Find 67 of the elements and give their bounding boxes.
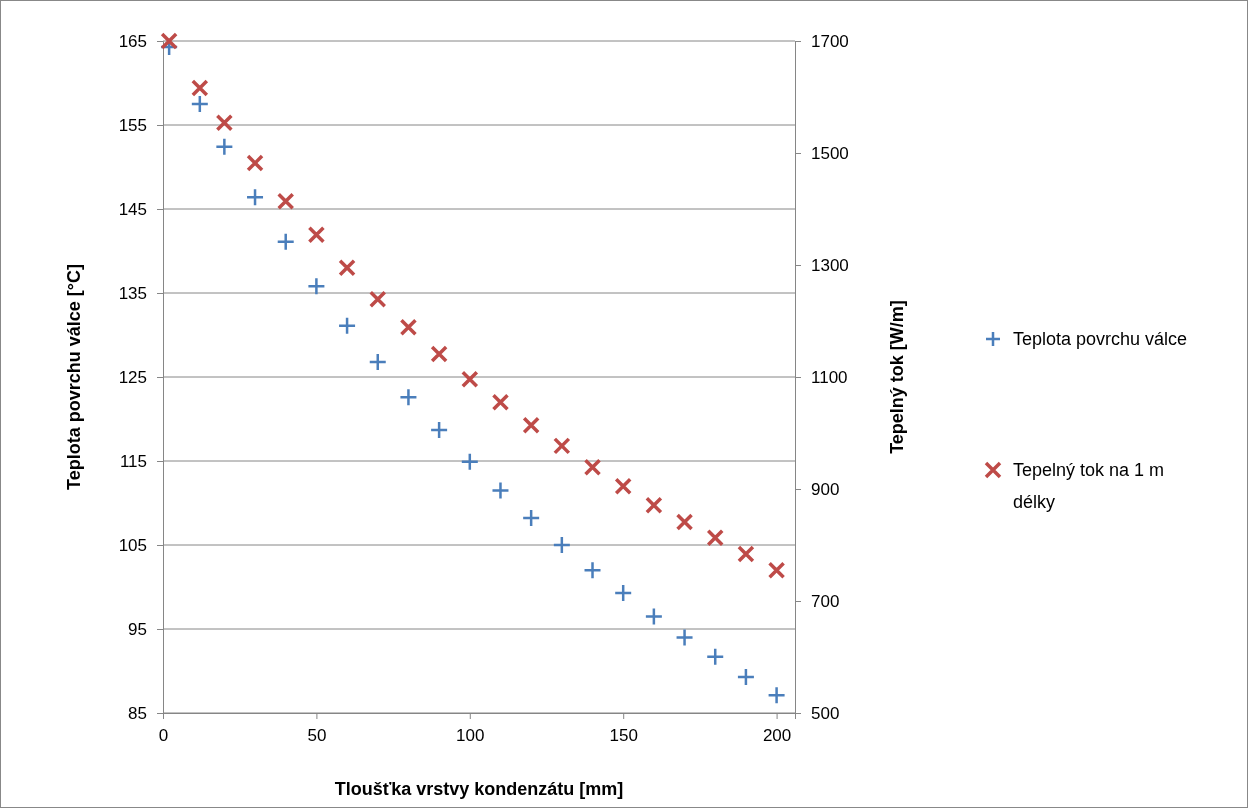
y-axis-title: Teplota povrchu válce [°C] [64,264,84,490]
point [706,528,724,547]
y-tick-label: 115 [119,451,147,471]
point [705,647,725,666]
point [521,508,541,528]
point [276,232,295,252]
point [461,370,479,388]
point [491,481,510,500]
point [737,545,755,563]
y2-tick-label: 900 [811,479,840,499]
x-tick-label: 50 [307,726,327,746]
y-tick-label: 85 [128,703,147,723]
point [337,316,357,336]
legend-label: Teplota povrchu válce [1013,329,1188,349]
point [645,496,663,514]
point [553,437,571,455]
point [276,192,295,210]
point [369,290,387,308]
point [460,452,480,472]
y-tick-label: 95 [128,619,147,639]
x-tick-label: 0 [158,726,169,746]
point [614,477,632,495]
point [430,345,448,363]
y2-tick-label: 1300 [811,255,849,275]
y2-tick-label: 500 [811,703,840,723]
point [307,226,326,244]
point [215,114,234,132]
y-tick-label: 135 [118,283,147,303]
point [429,420,449,440]
point [767,561,786,579]
y-tick-label: 145 [118,199,147,219]
x-axis-title: Tloušťka vrstvy kondenzátu [mm] [334,779,624,799]
point [491,393,510,411]
y-tick-label: 105 [118,535,147,555]
y2-tick-label: 1500 [811,143,849,163]
point [307,277,326,296]
point [245,187,265,207]
y-tick-label: 155 [118,115,147,135]
point [767,686,786,705]
point [160,32,178,50]
x-tick-label: 150 [609,726,638,746]
point [736,667,756,687]
point [368,352,388,372]
point [583,458,602,476]
y-tick-label: 125 [118,367,147,387]
y2-axis-title: Tepelný tok [W/m] [887,300,907,454]
point [552,535,572,555]
point [246,154,264,172]
y-tick-label: 165 [118,31,147,51]
point [338,259,356,277]
point [191,79,209,97]
x-tick-label: 200 [762,726,792,746]
legend-label: Tepelný tok na 1 m délky [1013,460,1165,512]
point [399,387,418,407]
y2-tick-label: 700 [811,591,840,611]
point [190,94,210,114]
point [613,583,633,603]
point [675,513,694,531]
y2-tick-label: 1700 [811,31,849,51]
point [522,416,540,434]
point [583,560,602,580]
x-tick-label: 100 [456,726,485,746]
point [644,607,664,626]
point [675,628,694,647]
y2-tick-label: 1100 [811,367,848,387]
point [215,137,234,157]
point [399,318,418,336]
